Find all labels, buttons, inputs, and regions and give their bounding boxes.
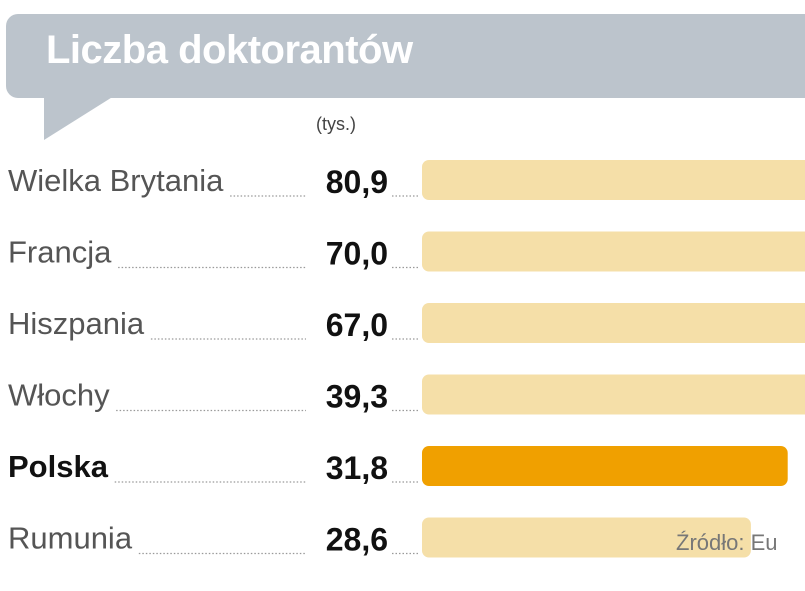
value-label: 67,0 (326, 307, 388, 343)
unit-label: (tys.) (316, 114, 356, 134)
bar (422, 160, 805, 200)
value-label: 80,9 (326, 164, 388, 200)
category-label: Francja (8, 235, 112, 270)
value-label: 28,6 (326, 522, 388, 558)
source-note: Źródło: Eu (676, 530, 778, 555)
bar (422, 231, 805, 272)
category-label: Wielka Brytania (8, 163, 224, 198)
value-label: 31,8 (326, 450, 388, 486)
bar (422, 517, 751, 558)
chart-title: Liczba doktorantów (46, 28, 413, 72)
title-banner-tail (44, 96, 114, 140)
value-label: 70,0 (326, 236, 388, 272)
category-label: Włochy (8, 378, 110, 413)
title-banner (6, 14, 805, 98)
category-label: Polska (8, 449, 109, 484)
bar (422, 303, 805, 343)
bar-highlight (422, 446, 788, 486)
category-label: Rumunia (8, 521, 133, 556)
bar (422, 374, 805, 415)
value-label: 39,3 (326, 379, 388, 415)
category-label: Hiszpania (8, 306, 145, 341)
